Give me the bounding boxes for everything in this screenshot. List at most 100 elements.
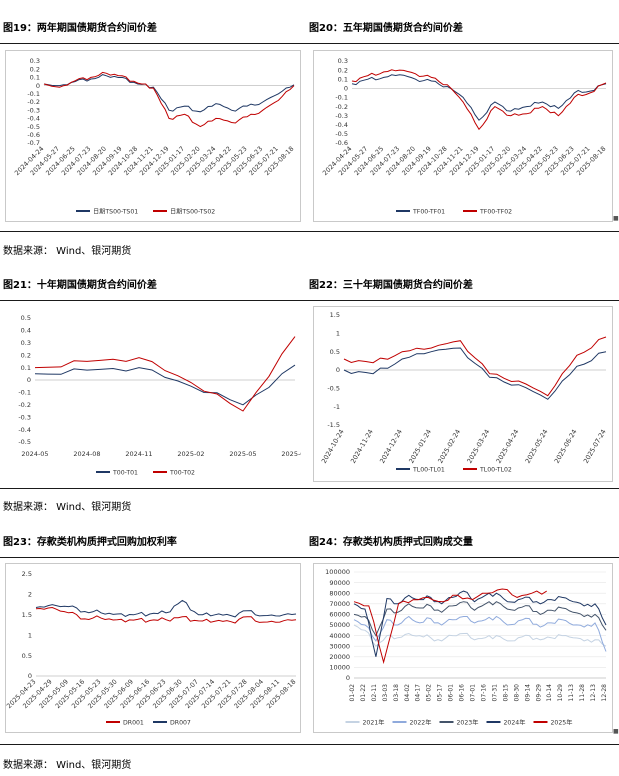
x-tick-label: 2025-02-24 bbox=[436, 428, 462, 465]
y-tick-label: 1 bbox=[336, 330, 340, 338]
x-tick-label: 2024-12-24 bbox=[378, 428, 404, 465]
legend-label: TF00-TF01 bbox=[412, 209, 445, 216]
y-tick-label: 70000 bbox=[329, 600, 350, 608]
y-tick-label: -0.4 bbox=[18, 426, 31, 434]
x-tick-label: 02-11 bbox=[371, 684, 378, 702]
x-tick-label: 2025-01-24 bbox=[407, 428, 433, 465]
x-tick-label: 01-22 bbox=[360, 684, 367, 702]
y-tick-label: -0.1 bbox=[18, 389, 31, 397]
y-tick-label: 0 bbox=[344, 85, 348, 93]
fig21-title: 图21：十年期国债期货合约间价差 bbox=[3, 280, 157, 291]
y-tick-label: 0.3 bbox=[338, 57, 348, 65]
series-line bbox=[353, 615, 607, 652]
y-tick-label: 40000 bbox=[329, 632, 350, 640]
legend-label: T00-T02 bbox=[169, 470, 195, 477]
y-tick-label: 0 bbox=[336, 366, 340, 374]
y-tick-label: 0.3 bbox=[30, 57, 40, 65]
x-tick-label: 12-13 bbox=[590, 684, 597, 702]
divider bbox=[0, 231, 619, 232]
x-tick-label: 2024-11 bbox=[125, 450, 152, 458]
x-tick-label: 09-29 bbox=[535, 684, 542, 702]
x-tick-label: 2024-08 bbox=[73, 450, 100, 458]
divider bbox=[0, 557, 619, 558]
legend-label: DR007 bbox=[170, 720, 191, 727]
x-tick-label: 12-28 bbox=[601, 684, 608, 702]
legend-label: TL00-TL02 bbox=[479, 467, 512, 474]
legend-label: DR001 bbox=[123, 720, 144, 727]
fig19-chart: 0.30.20.10-0.1-0.2-0.3-0.4-0.5-0.6-0.720… bbox=[13, 57, 295, 216]
source-note: 数据来源： Wind、银河期货 bbox=[3, 246, 132, 257]
y-tick-label: 0 bbox=[346, 674, 350, 682]
legend-label: 2022年 bbox=[410, 719, 432, 727]
series-line bbox=[34, 336, 296, 412]
y-tick-label: -1.5 bbox=[327, 421, 340, 429]
y-tick-label: 0.3 bbox=[21, 339, 31, 347]
y-tick-label: -0.3 bbox=[27, 106, 40, 114]
y-tick-label: 50000 bbox=[329, 621, 350, 629]
legend-label: 日期TS00-TS02 bbox=[170, 208, 215, 216]
divider bbox=[0, 488, 619, 489]
x-tick-label: 04-17 bbox=[415, 684, 422, 702]
x-tick-label: 2024-10-24 bbox=[320, 428, 346, 465]
y-tick-label: 0.1 bbox=[338, 75, 348, 83]
y-tick-label: -0.3 bbox=[335, 112, 348, 120]
x-tick-label: 2025-06-24 bbox=[553, 428, 579, 465]
legend-label: T00-T01 bbox=[112, 470, 138, 477]
series-line bbox=[35, 606, 297, 624]
y-tick-label: 0.2 bbox=[338, 66, 348, 74]
divider bbox=[0, 300, 619, 301]
fig21-chart: 0.5 0.4 0.3 0.2 0.1 0 -0.1 -0.2 -0.3 -0.4 -0.5 2024… bbox=[18, 314, 308, 477]
y-tick-label: 0.5 bbox=[22, 652, 32, 660]
fig20-panel: 0.3 0.2 0.1 0 -0.1 -0.2 -0.3 -0.4 -0.5 -0.6 2024-0… bbox=[313, 50, 613, 222]
fig23-panel: 2.5 2 1.5 1 0.5 0 2025-04-23 2025-04-29 2025-05-… bbox=[5, 563, 301, 733]
y-tick-label: 1.5 bbox=[22, 611, 32, 619]
fig23-title: 图23：存款类机构质押式回购加权利率 bbox=[3, 537, 177, 548]
fig22-title: 图22：三十年期国债期货合约间价差 bbox=[309, 280, 473, 291]
y-tick-label: 0.1 bbox=[21, 364, 31, 372]
x-tick-label: 06-16 bbox=[459, 684, 466, 702]
y-tick-label: 60000 bbox=[329, 611, 350, 619]
x-tick-label: 05-02 bbox=[426, 684, 433, 702]
x-tick-label: 03-18 bbox=[393, 684, 400, 702]
x-tick-label: 08-15 bbox=[502, 684, 509, 702]
y-tick-label: -0.5 bbox=[18, 438, 31, 446]
y-tick-label: -1 bbox=[334, 403, 340, 411]
x-tick-label: 10-14 bbox=[546, 684, 553, 702]
y-tick-label: -0.5 bbox=[335, 130, 348, 138]
y-tick-label: 0.4 bbox=[21, 327, 31, 335]
y-tick-label: 0 bbox=[27, 376, 31, 384]
y-tick-label: -0.7 bbox=[27, 139, 40, 147]
x-tick-label: 2025-04-24 bbox=[495, 428, 521, 465]
y-tick-label: 2 bbox=[28, 591, 32, 599]
y-tick-label: 80000 bbox=[329, 589, 350, 597]
y-tick-label: 2.5 bbox=[22, 570, 32, 578]
x-tick-label: 07-01 bbox=[470, 684, 477, 702]
x-tick-label: 11-13 bbox=[568, 684, 575, 702]
y-tick-label: 20000 bbox=[329, 653, 350, 661]
y-tick-label: -0.5 bbox=[27, 123, 40, 131]
x-tick-label: 2024-11-24 bbox=[349, 428, 375, 465]
legend-label: TL00-TL01 bbox=[412, 467, 445, 474]
y-tick-label: -0.6 bbox=[335, 139, 348, 147]
x-tick-label: 07-31 bbox=[491, 684, 498, 702]
fig22-panel: 1.5 1 0.5 0 -0.5 -1 -1.5 2024-10-24 2024-11-24 20… bbox=[313, 306, 613, 482]
y-tick-label: 0.2 bbox=[30, 65, 40, 73]
series-line bbox=[43, 74, 295, 113]
divider bbox=[0, 744, 619, 745]
y-tick-label: 0 bbox=[28, 672, 32, 680]
y-tick-label: 0 bbox=[36, 82, 40, 90]
x-tick-label: 06-01 bbox=[448, 684, 455, 702]
fig19-panel: 0.3 0.2 0.1 0 -0.1 -0.2 -0.3 -0.4 -0.5 -0.6 -0.7 20… bbox=[5, 50, 301, 222]
fig24-panel: 100000 90000 80000 70000 60000 50000 40000 3000… bbox=[313, 563, 613, 733]
x-tick-label: 11-28 bbox=[579, 684, 586, 702]
y-tick-label: -0.1 bbox=[335, 94, 348, 102]
y-tick-label: -0.1 bbox=[27, 90, 40, 98]
series-line bbox=[351, 69, 607, 131]
fig20-title: 图20：五年期国债期货合约间价差 bbox=[309, 23, 463, 34]
x-tick-label: 2025-05 bbox=[229, 450, 256, 458]
series-line bbox=[353, 590, 607, 657]
series-line bbox=[43, 71, 295, 128]
legend-label: 2023年 bbox=[457, 719, 479, 727]
x-tick-label: 08-30 bbox=[513, 684, 520, 702]
